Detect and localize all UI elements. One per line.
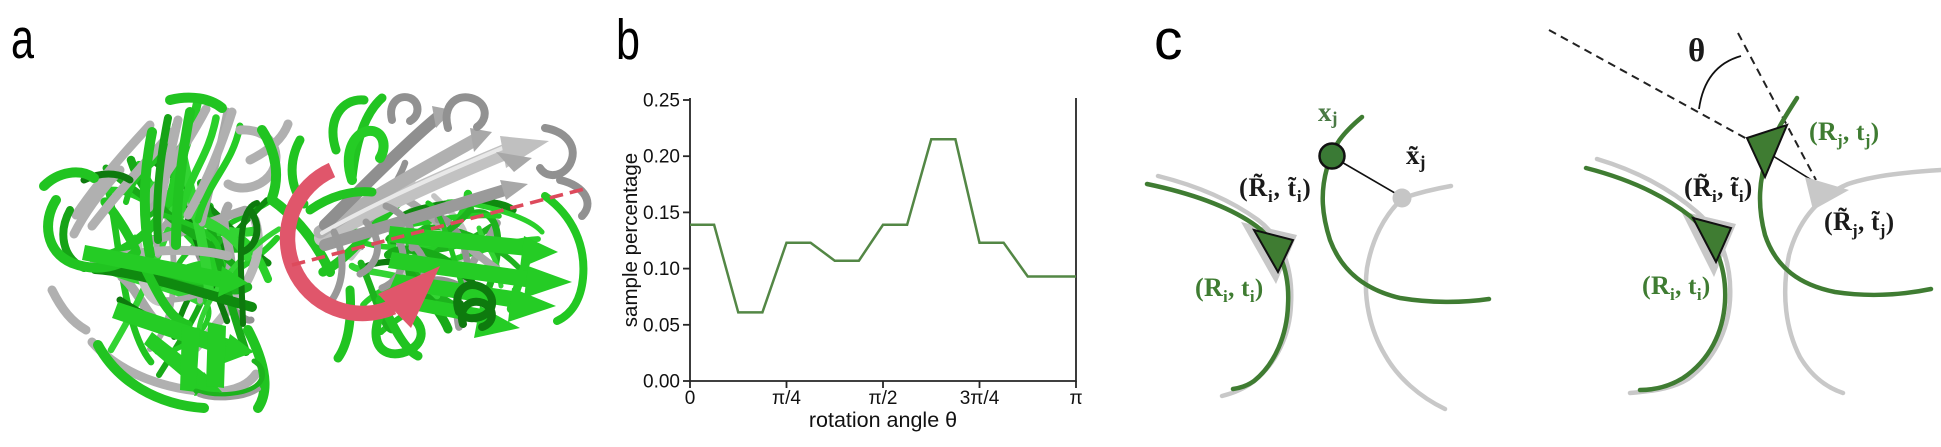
svg-text:0.25: 0.25 [643, 91, 680, 112]
svg-text:sample percentage: sample percentage [619, 153, 642, 327]
svg-text:0.05: 0.05 [643, 315, 680, 336]
svg-text:π/2: π/2 [869, 388, 898, 409]
svg-text:(Ri, ti): (Ri, ti) [1642, 271, 1710, 304]
svg-text:rotation angle θ: rotation angle θ [809, 408, 957, 432]
svg-text:c: c [1154, 8, 1183, 72]
svg-text:a: a [11, 7, 34, 71]
svg-text:(R̃i, t̃i): (R̃i, t̃i) [1684, 173, 1752, 206]
svg-text:(Ri, ti): (Ri, ti) [1195, 273, 1263, 306]
svg-text:0: 0 [685, 388, 696, 409]
svg-text:θ: θ [1688, 33, 1705, 69]
svg-text:0.00: 0.00 [643, 372, 680, 393]
svg-text:3π/4: 3π/4 [960, 388, 1000, 409]
svg-text:0.10: 0.10 [643, 259, 680, 280]
svg-text:0.15: 0.15 [643, 203, 680, 224]
svg-text:(Rj, tj): (Rj, tj) [1809, 117, 1879, 150]
svg-text:b: b [616, 8, 640, 72]
svg-text:π: π [1069, 388, 1082, 409]
svg-text:π/4: π/4 [772, 388, 801, 409]
svg-text:0.20: 0.20 [643, 147, 680, 168]
